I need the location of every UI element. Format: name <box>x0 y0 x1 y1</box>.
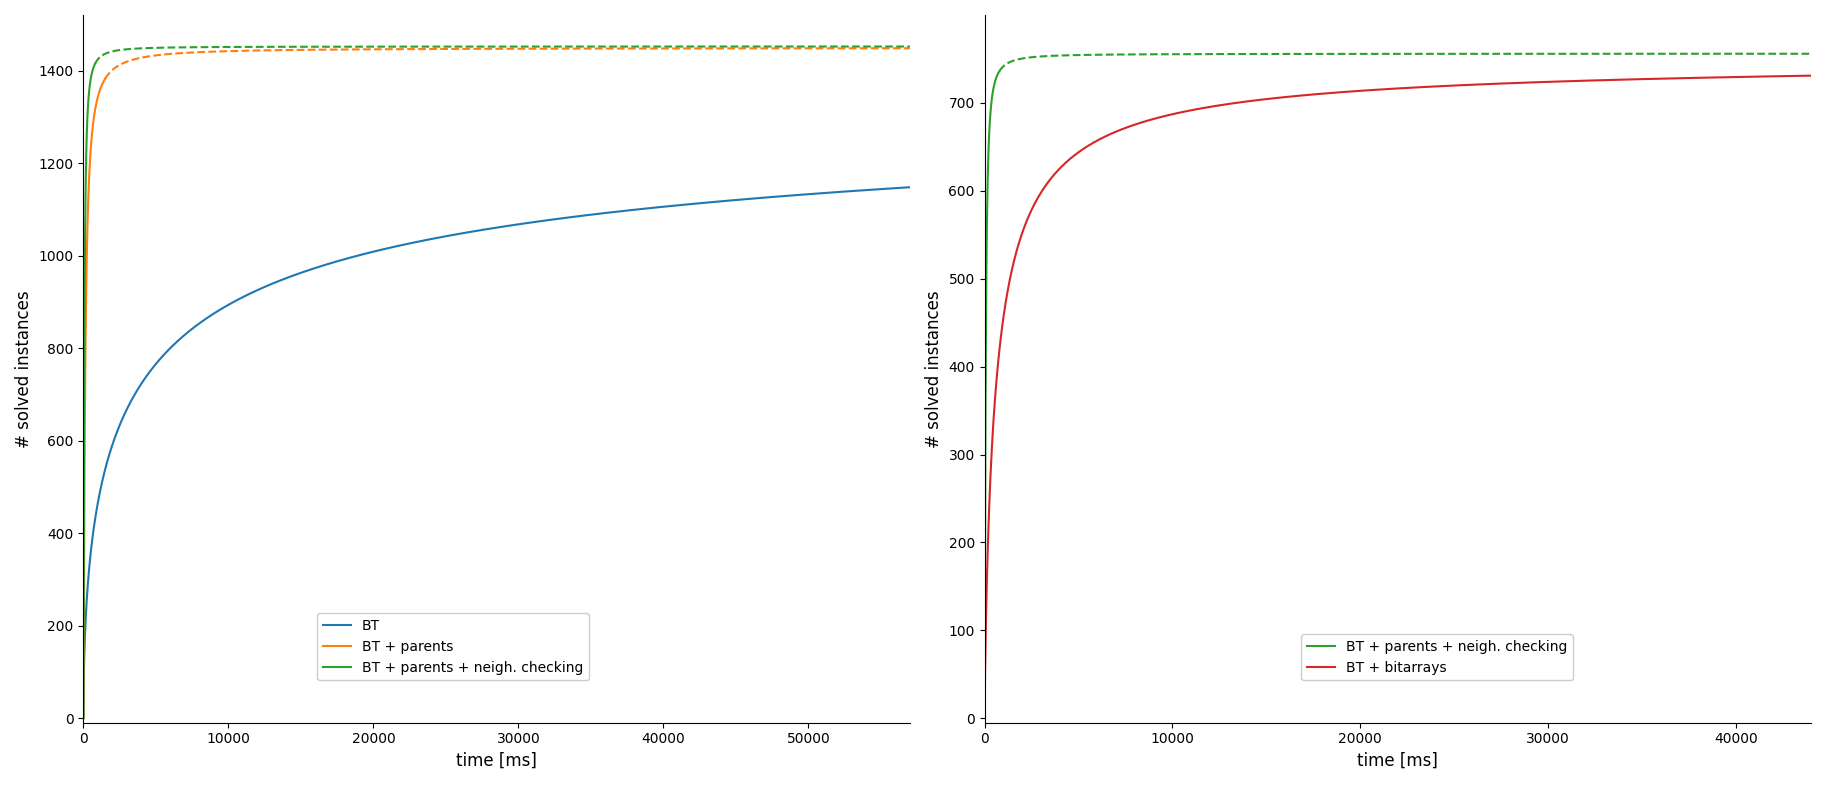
BT + parents + neigh. checking <box>79 76 100 86</box>
BT + parents + neigh. checking <box>77 107 99 116</box>
BT <box>898 183 920 192</box>
BT + parents <box>95 74 117 83</box>
BT + parents + neigh. checking <box>988 68 1010 77</box>
BT + bitarrays <box>1653 74 1674 83</box>
Line: BT + bitarrays: BT + bitarrays <box>984 75 1811 718</box>
BT <box>688 199 710 208</box>
BT + parents <box>79 155 100 165</box>
BT <box>568 211 590 221</box>
Legend: BT + parents + neigh. checking, BT + bitarrays: BT + parents + neigh. checking, BT + bit… <box>1302 634 1572 681</box>
BT + parents + neigh. checking <box>973 714 995 723</box>
BT <box>73 714 95 723</box>
BT + parents + neigh. checking <box>988 67 1010 76</box>
BT <box>610 206 632 216</box>
Legend: BT, BT + parents, BT + parents + neigh. checking: BT, BT + parents, BT + parents + neigh. … <box>318 613 588 681</box>
BT <box>752 193 774 203</box>
BT + bitarrays <box>1590 75 1612 85</box>
BT + parents + neigh. checking <box>79 88 100 97</box>
BT + bitarrays <box>1470 79 1492 89</box>
X-axis label: time [ms]: time [ms] <box>456 752 537 770</box>
BT + parents + neigh. checking <box>988 67 1010 76</box>
BT + parents <box>73 714 95 723</box>
BT + parents + neigh. checking <box>977 152 999 161</box>
BT + parents + neigh. checking <box>75 132 97 141</box>
BT + bitarrays <box>1800 71 1822 80</box>
Y-axis label: # solved instances: # solved instances <box>926 290 942 447</box>
BT + parents + neigh. checking <box>975 274 997 283</box>
BT + parents + neigh. checking <box>986 71 1008 80</box>
BT + parents + neigh. checking <box>73 575 95 585</box>
BT + parents + neigh. checking <box>84 59 106 68</box>
BT + parents <box>75 296 97 305</box>
BT + parents <box>89 83 111 93</box>
BT + parents + neigh. checking <box>73 714 95 723</box>
Line: BT + parents + neigh. checking: BT + parents + neigh. checking <box>84 64 95 718</box>
BT + bitarrays <box>1123 120 1145 130</box>
BT <box>389 241 411 250</box>
Line: BT: BT <box>84 188 909 718</box>
BT + bitarrays <box>1289 91 1311 100</box>
BT + parents + neigh. checking <box>977 163 999 173</box>
BT + parents <box>75 370 97 379</box>
Line: BT + parents + neigh. checking: BT + parents + neigh. checking <box>984 71 999 718</box>
BT + parents + neigh. checking <box>84 60 106 70</box>
Y-axis label: # solved instances: # solved instances <box>15 290 33 447</box>
BT <box>223 298 245 307</box>
BT + parents <box>80 145 102 155</box>
BT + bitarrays <box>1512 78 1534 87</box>
BT + parents <box>89 82 111 92</box>
Line: BT + parents: BT + parents <box>84 78 106 718</box>
X-axis label: time [ms]: time [ms] <box>1357 752 1439 770</box>
BT + bitarrays <box>973 714 995 723</box>
